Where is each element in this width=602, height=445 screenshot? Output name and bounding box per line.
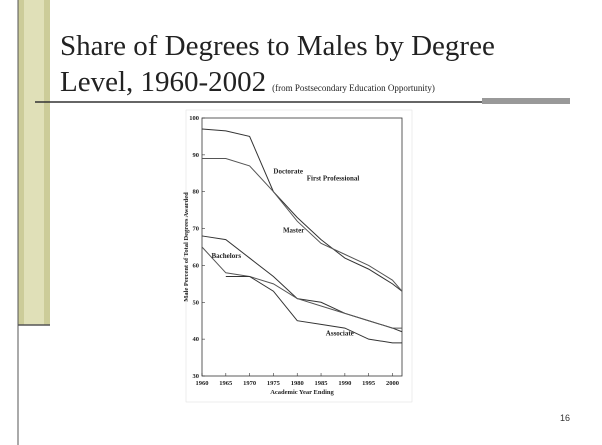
page-number: 16: [560, 413, 570, 423]
x-axis-label: Academic Year Ending: [270, 389, 334, 396]
y-tick-label: 60: [193, 262, 200, 269]
series-label: Bachelors: [212, 252, 242, 260]
series-line: [225, 275, 402, 344]
x-tick-label: 1980: [291, 380, 304, 387]
x-tick-label: 1995: [362, 380, 376, 387]
x-tick-label: 1965: [219, 380, 233, 387]
x-tick-label: 1975: [267, 380, 281, 387]
y-axis-label: Male Percent of Total Degrees Awarded: [183, 192, 190, 302]
chart: 30 40 50 60 70 80 90 100 1960 1965 1970 1975 1980 198…: [183, 115, 403, 396]
y-tick-label: 50: [193, 299, 200, 306]
side-bar-inner: [24, 0, 44, 325]
series-label: First Professional: [307, 175, 360, 183]
series-label: Master: [283, 226, 304, 234]
y-tick-label: 70: [193, 226, 200, 233]
x-tick-label: 1985: [315, 380, 329, 387]
title: Level, 1960-2002: [60, 66, 266, 98]
y-tick-label: 30: [193, 373, 200, 380]
y-tick-label: 100: [189, 115, 199, 122]
series-label: Doctorate: [273, 167, 303, 175]
source: (from Postsecondary Education Opportunit…: [272, 83, 435, 93]
x-tick-label: 1960: [196, 380, 209, 387]
x-tick-label: 1970: [243, 380, 256, 387]
x-tick-label: 2000: [386, 380, 399, 387]
y-tick-label: 90: [193, 152, 200, 159]
x-tick-label: 1990: [338, 380, 351, 387]
series-line: [201, 128, 403, 292]
title: Share of Degrees to Males by Degree: [60, 30, 495, 62]
y-tick-label: 80: [193, 189, 200, 196]
series-label: Associate: [326, 329, 354, 337]
series-line: [201, 246, 402, 329]
series-line: [202, 158, 403, 292]
title: Level, 1960-2002 (from Postsecondary Educ…: [60, 66, 435, 98]
title-rule-accent: [482, 98, 570, 104]
y-tick-label: 40: [193, 336, 200, 343]
